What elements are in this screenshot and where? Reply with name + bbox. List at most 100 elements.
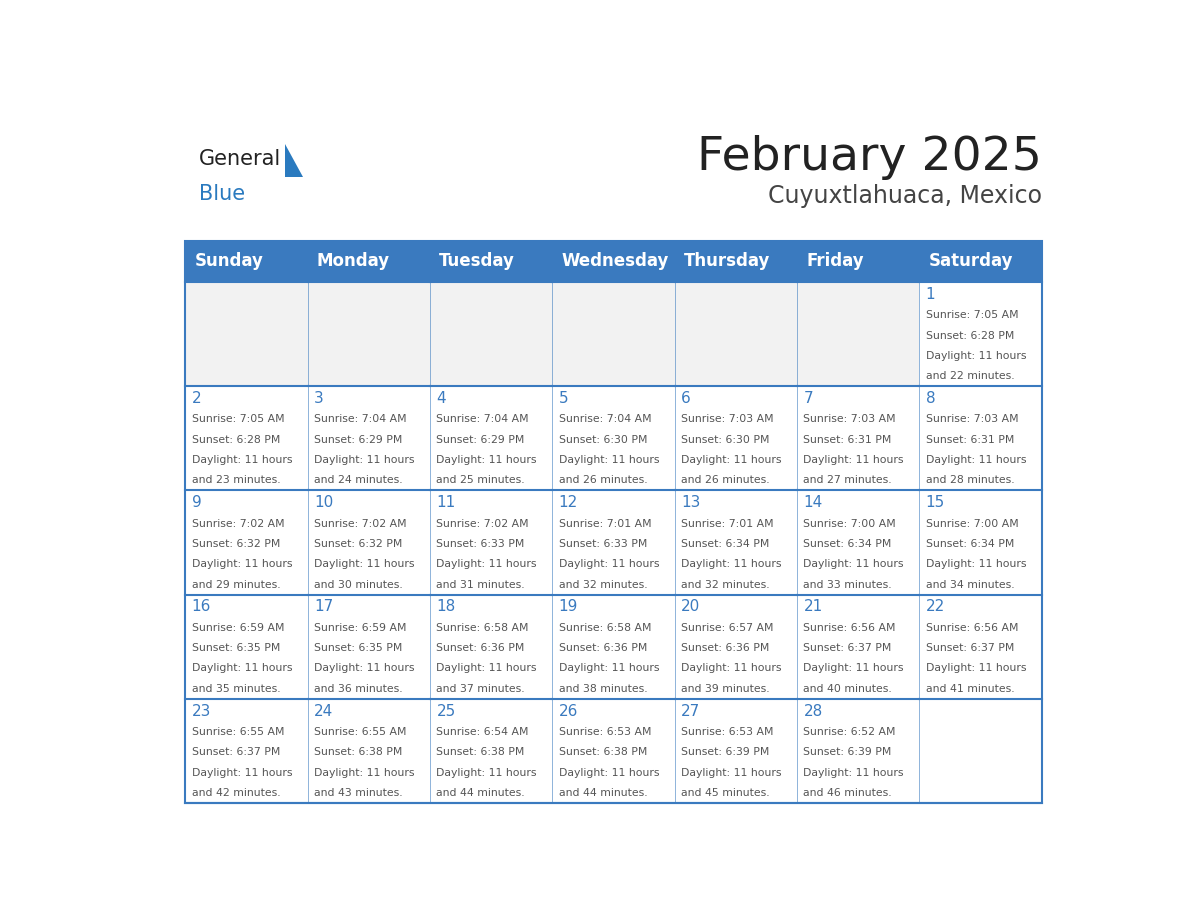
Polygon shape <box>285 144 303 177</box>
Text: Sunrise: 6:55 AM: Sunrise: 6:55 AM <box>314 727 406 737</box>
Bar <box>675 282 797 386</box>
Text: Sunrise: 7:04 AM: Sunrise: 7:04 AM <box>314 414 406 424</box>
Text: Sunrise: 6:53 AM: Sunrise: 6:53 AM <box>681 727 773 737</box>
Bar <box>675 386 797 490</box>
Bar <box>920 699 1042 803</box>
Text: and 28 minutes.: and 28 minutes. <box>925 476 1015 486</box>
Text: Monday: Monday <box>317 252 390 271</box>
Text: 2: 2 <box>191 391 202 406</box>
Text: Daylight: 11 hours: Daylight: 11 hours <box>558 664 659 674</box>
Text: Sunrise: 6:58 AM: Sunrise: 6:58 AM <box>558 622 651 633</box>
Bar <box>920 595 1042 699</box>
Bar <box>552 241 675 282</box>
Bar <box>308 241 430 282</box>
Bar <box>185 699 308 803</box>
Text: Sunset: 6:36 PM: Sunset: 6:36 PM <box>681 644 770 653</box>
Text: Thursday: Thursday <box>684 252 770 271</box>
Text: Daylight: 11 hours: Daylight: 11 hours <box>803 455 904 465</box>
Text: Daylight: 11 hours: Daylight: 11 hours <box>314 455 415 465</box>
Bar <box>797 282 920 386</box>
Text: Sunset: 6:35 PM: Sunset: 6:35 PM <box>314 644 403 653</box>
Bar <box>308 490 430 595</box>
Text: Daylight: 11 hours: Daylight: 11 hours <box>681 767 782 778</box>
Text: 14: 14 <box>803 495 822 510</box>
Bar <box>675 699 797 803</box>
Bar <box>430 386 552 490</box>
Bar <box>308 282 430 386</box>
Bar <box>185 241 308 282</box>
Text: Daylight: 11 hours: Daylight: 11 hours <box>191 455 292 465</box>
Text: and 36 minutes.: and 36 minutes. <box>314 684 403 694</box>
Text: Sunset: 6:36 PM: Sunset: 6:36 PM <box>436 644 525 653</box>
Bar <box>675 241 797 282</box>
Text: Daylight: 11 hours: Daylight: 11 hours <box>436 664 537 674</box>
Bar <box>430 490 552 595</box>
Text: Sunrise: 7:03 AM: Sunrise: 7:03 AM <box>803 414 896 424</box>
Text: Sunset: 6:34 PM: Sunset: 6:34 PM <box>925 539 1015 549</box>
Text: Daylight: 11 hours: Daylight: 11 hours <box>681 455 782 465</box>
Text: Sunrise: 7:03 AM: Sunrise: 7:03 AM <box>681 414 773 424</box>
Text: Sunrise: 7:01 AM: Sunrise: 7:01 AM <box>558 519 651 529</box>
Text: 19: 19 <box>558 599 579 614</box>
Text: 8: 8 <box>925 391 935 406</box>
Text: and 45 minutes.: and 45 minutes. <box>681 788 770 798</box>
Text: 5: 5 <box>558 391 568 406</box>
Text: and 32 minutes.: and 32 minutes. <box>558 579 647 589</box>
Text: and 39 minutes.: and 39 minutes. <box>681 684 770 694</box>
Text: Sunset: 6:35 PM: Sunset: 6:35 PM <box>191 644 280 653</box>
Text: Sunrise: 7:01 AM: Sunrise: 7:01 AM <box>681 519 773 529</box>
Text: Sunset: 6:32 PM: Sunset: 6:32 PM <box>314 539 403 549</box>
Text: Sunset: 6:33 PM: Sunset: 6:33 PM <box>558 539 647 549</box>
Text: and 26 minutes.: and 26 minutes. <box>558 476 647 486</box>
Bar <box>185 595 308 699</box>
Bar <box>430 699 552 803</box>
Bar <box>552 386 675 490</box>
Bar <box>920 241 1042 282</box>
Bar <box>675 595 797 699</box>
Text: Sunrise: 7:02 AM: Sunrise: 7:02 AM <box>436 519 529 529</box>
Text: Sunset: 6:30 PM: Sunset: 6:30 PM <box>558 435 647 444</box>
Text: Daylight: 11 hours: Daylight: 11 hours <box>803 767 904 778</box>
Bar <box>430 241 552 282</box>
Text: Sunset: 6:37 PM: Sunset: 6:37 PM <box>925 644 1015 653</box>
Text: and 24 minutes.: and 24 minutes. <box>314 476 403 486</box>
Text: Sunset: 6:28 PM: Sunset: 6:28 PM <box>925 330 1015 341</box>
Text: and 27 minutes.: and 27 minutes. <box>803 476 892 486</box>
Text: Daylight: 11 hours: Daylight: 11 hours <box>803 559 904 569</box>
Text: Sunrise: 6:52 AM: Sunrise: 6:52 AM <box>803 727 896 737</box>
Text: 27: 27 <box>681 703 700 719</box>
Text: Sunset: 6:33 PM: Sunset: 6:33 PM <box>436 539 525 549</box>
Text: and 25 minutes.: and 25 minutes. <box>436 476 525 486</box>
Text: Sunset: 6:38 PM: Sunset: 6:38 PM <box>436 747 525 757</box>
Text: 13: 13 <box>681 495 701 510</box>
Bar <box>552 699 675 803</box>
Text: Sunrise: 7:03 AM: Sunrise: 7:03 AM <box>925 414 1018 424</box>
Text: Daylight: 11 hours: Daylight: 11 hours <box>314 664 415 674</box>
Text: Daylight: 11 hours: Daylight: 11 hours <box>681 559 782 569</box>
Text: and 29 minutes.: and 29 minutes. <box>191 579 280 589</box>
Text: 12: 12 <box>558 495 579 510</box>
Bar <box>185 282 308 386</box>
Text: Sunset: 6:31 PM: Sunset: 6:31 PM <box>925 435 1015 444</box>
Text: Sunrise: 7:04 AM: Sunrise: 7:04 AM <box>436 414 529 424</box>
Text: 18: 18 <box>436 599 456 614</box>
Text: Sunset: 6:37 PM: Sunset: 6:37 PM <box>803 644 892 653</box>
Text: Daylight: 11 hours: Daylight: 11 hours <box>558 559 659 569</box>
Text: and 41 minutes.: and 41 minutes. <box>925 684 1015 694</box>
Text: and 32 minutes.: and 32 minutes. <box>681 579 770 589</box>
Bar <box>430 595 552 699</box>
Bar <box>552 595 675 699</box>
Text: Daylight: 11 hours: Daylight: 11 hours <box>925 664 1026 674</box>
Text: Daylight: 11 hours: Daylight: 11 hours <box>314 559 415 569</box>
Text: and 40 minutes.: and 40 minutes. <box>803 684 892 694</box>
Text: Sunset: 6:39 PM: Sunset: 6:39 PM <box>681 747 770 757</box>
Text: and 43 minutes.: and 43 minutes. <box>314 788 403 798</box>
Text: Sunset: 6:37 PM: Sunset: 6:37 PM <box>191 747 280 757</box>
Bar <box>797 386 920 490</box>
Text: and 33 minutes.: and 33 minutes. <box>803 579 892 589</box>
Text: and 23 minutes.: and 23 minutes. <box>191 476 280 486</box>
Text: Sunrise: 6:56 AM: Sunrise: 6:56 AM <box>925 622 1018 633</box>
Text: Daylight: 11 hours: Daylight: 11 hours <box>925 351 1026 361</box>
Bar <box>797 699 920 803</box>
Text: 4: 4 <box>436 391 446 406</box>
